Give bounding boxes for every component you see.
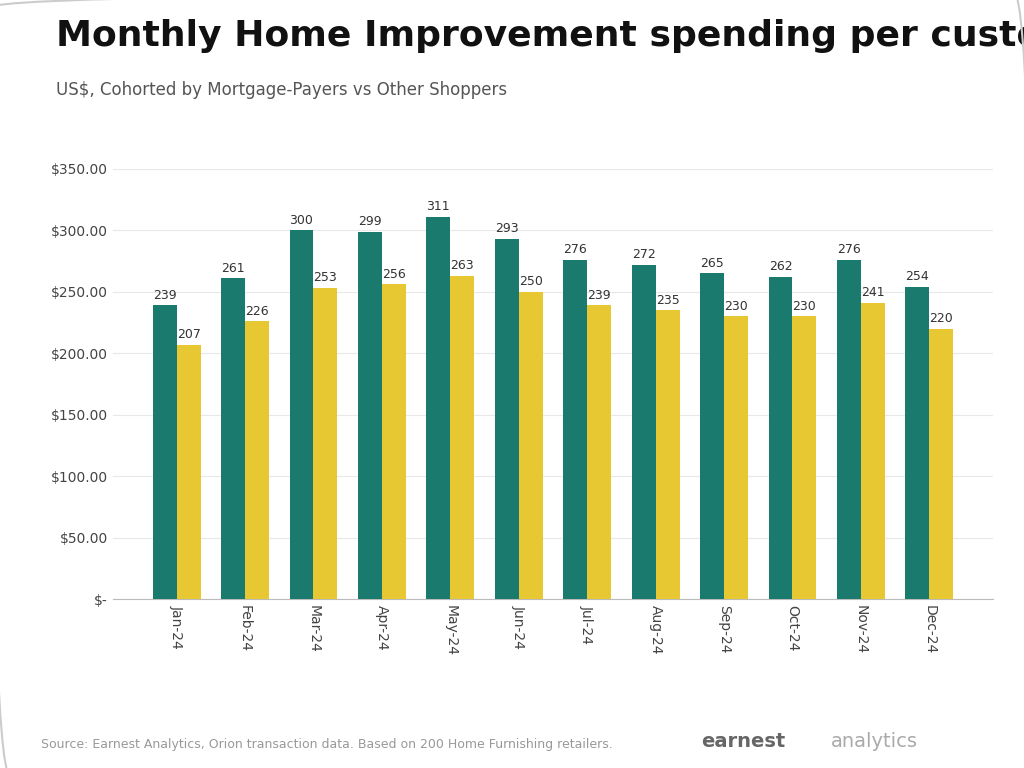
- Text: 276: 276: [563, 243, 587, 257]
- Bar: [563, 260, 587, 599]
- Text: US$, Cohorted by Mortgage-Payers vs Other Shoppers: US$, Cohorted by Mortgage-Payers vs Othe…: [56, 81, 508, 98]
- Text: 265: 265: [700, 257, 724, 270]
- Text: 254: 254: [905, 270, 929, 283]
- Text: 226: 226: [245, 305, 269, 318]
- Bar: [426, 217, 451, 599]
- Text: analytics: analytics: [830, 732, 918, 751]
- Bar: [768, 277, 793, 599]
- Bar: [290, 230, 313, 599]
- Bar: [221, 278, 245, 599]
- Bar: [313, 288, 338, 599]
- Bar: [632, 265, 655, 599]
- Text: 230: 230: [793, 300, 816, 313]
- Bar: [700, 273, 724, 599]
- Text: 256: 256: [382, 268, 406, 281]
- Text: 276: 276: [837, 243, 861, 257]
- Bar: [176, 345, 201, 599]
- Bar: [451, 276, 474, 599]
- Bar: [587, 306, 611, 599]
- Bar: [358, 232, 382, 599]
- Text: Source: Earnest Analytics, Orion transaction data. Based on 200 Home Furnishing : Source: Earnest Analytics, Orion transac…: [41, 738, 612, 751]
- Text: 263: 263: [451, 259, 474, 272]
- Text: 293: 293: [495, 222, 518, 235]
- Text: 300: 300: [290, 214, 313, 227]
- Bar: [930, 329, 953, 599]
- Text: 299: 299: [358, 215, 382, 228]
- Text: 235: 235: [655, 293, 680, 306]
- Text: 230: 230: [724, 300, 748, 313]
- Text: 311: 311: [427, 200, 451, 214]
- Text: 261: 261: [221, 262, 245, 275]
- Bar: [382, 284, 406, 599]
- Bar: [905, 287, 930, 599]
- Text: 250: 250: [519, 275, 543, 288]
- Bar: [655, 310, 680, 599]
- Text: Monthly Home Improvement spending per customer: Monthly Home Improvement spending per cu…: [56, 19, 1024, 53]
- Text: 220: 220: [930, 312, 953, 325]
- Text: 272: 272: [632, 248, 655, 261]
- Text: 239: 239: [588, 289, 611, 302]
- Bar: [861, 303, 885, 599]
- Text: earnest: earnest: [701, 732, 785, 751]
- Bar: [793, 316, 816, 599]
- Bar: [153, 306, 176, 599]
- Bar: [519, 292, 543, 599]
- Text: 239: 239: [153, 289, 176, 302]
- Text: 262: 262: [769, 260, 793, 273]
- Bar: [837, 260, 861, 599]
- Text: 253: 253: [313, 271, 337, 284]
- Text: 241: 241: [861, 286, 885, 300]
- Bar: [724, 316, 748, 599]
- Bar: [495, 239, 519, 599]
- Text: 207: 207: [177, 328, 201, 341]
- Bar: [245, 321, 269, 599]
